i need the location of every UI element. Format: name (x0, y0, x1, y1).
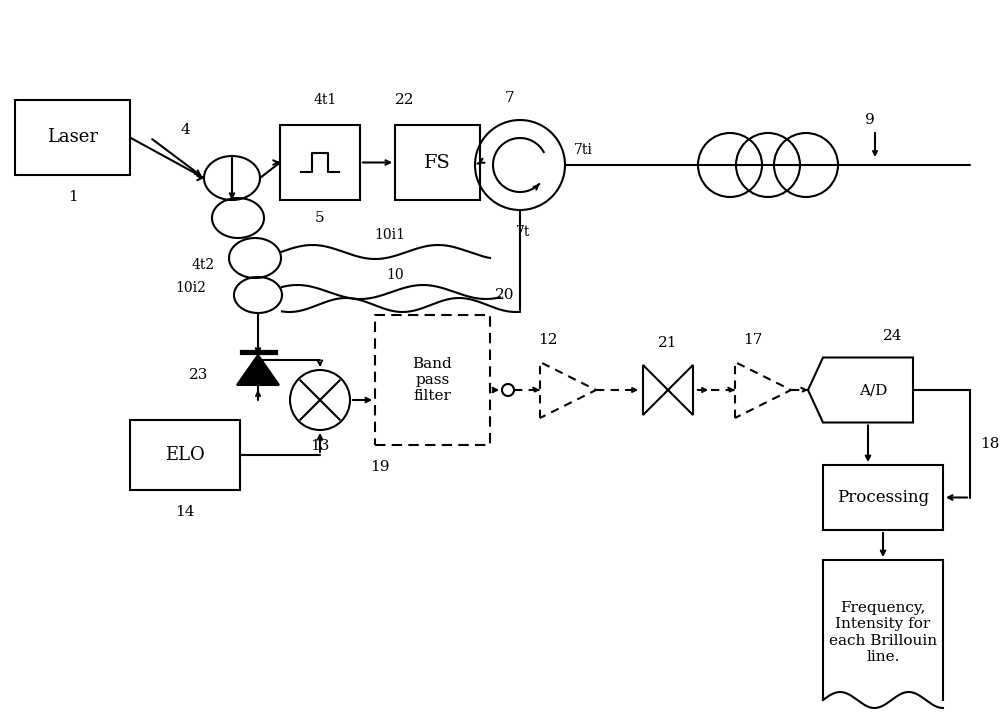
Text: 5: 5 (315, 211, 325, 225)
Text: Frequency,
Intensity for
each Brillouin
line.: Frequency, Intensity for each Brillouin … (829, 601, 937, 664)
Text: 24: 24 (883, 329, 903, 342)
Text: 17: 17 (743, 333, 763, 347)
Text: 10: 10 (386, 268, 404, 282)
Text: 10i2: 10i2 (175, 281, 206, 295)
Text: 14: 14 (175, 505, 195, 519)
Text: ELO: ELO (165, 446, 205, 464)
Text: A/D: A/D (859, 383, 887, 397)
Bar (130, 420, 240, 490)
Text: 13: 13 (310, 439, 330, 453)
Text: 9: 9 (865, 113, 875, 127)
Text: 20: 20 (495, 288, 515, 302)
Bar (395, 125, 480, 200)
Text: 7t: 7t (516, 225, 530, 239)
Text: Laser: Laser (47, 129, 98, 147)
Text: 12: 12 (538, 333, 558, 347)
Bar (375, 315, 490, 445)
Text: Band
pass
filter: Band pass filter (413, 357, 452, 403)
Text: Processing: Processing (837, 489, 929, 506)
Text: 18: 18 (980, 437, 999, 451)
Bar (280, 125, 360, 200)
Text: FS: FS (424, 153, 451, 172)
Text: 1: 1 (68, 190, 77, 204)
Text: 22: 22 (395, 93, 415, 107)
Bar (15, 100, 130, 175)
Text: 10i1: 10i1 (374, 228, 406, 242)
Text: 19: 19 (370, 460, 390, 474)
Text: 21: 21 (658, 336, 678, 350)
Text: 4t2: 4t2 (192, 258, 215, 272)
Polygon shape (237, 355, 279, 385)
Text: 7: 7 (505, 91, 515, 105)
Text: 4: 4 (180, 123, 190, 137)
Text: 4t1: 4t1 (313, 93, 337, 107)
Text: 7ti: 7ti (574, 143, 592, 157)
Text: 23: 23 (189, 368, 208, 382)
Bar (823, 465, 943, 530)
